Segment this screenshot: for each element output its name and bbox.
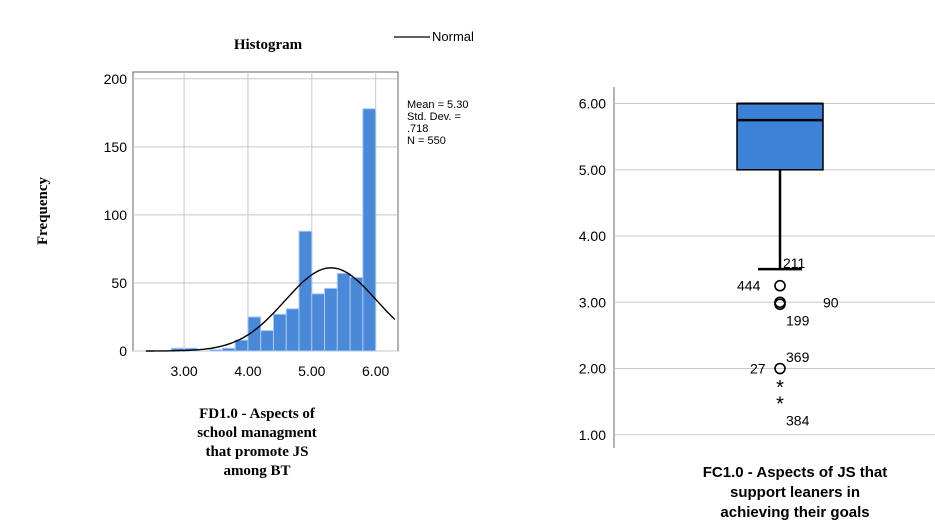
box-y-tick-label: 1.00 bbox=[579, 427, 606, 443]
histogram-bar bbox=[362, 108, 377, 352]
hist-y-tick-label: 100 bbox=[104, 207, 128, 223]
boxplot-x-axis-label: FC1.0 - Aspects of JS that support leane… bbox=[703, 464, 887, 521]
outlier-label-27: 27 bbox=[750, 361, 766, 377]
stats-sd-label: Std. Dev. = bbox=[407, 111, 461, 123]
hist-xlabel-line-3: that promote JS bbox=[205, 444, 308, 460]
histogram-y-axis-label: Frequency bbox=[35, 176, 51, 245]
box-y-tick-label: 2.00 bbox=[579, 361, 606, 377]
outlier-label-384: 384 bbox=[786, 413, 810, 429]
outlier-circle-27 bbox=[774, 362, 786, 375]
boxplot-box bbox=[736, 102, 824, 271]
interquartile-box bbox=[736, 102, 824, 171]
hist-x-tick-label: 5.00 bbox=[298, 363, 325, 379]
outlier-label-369: 369 bbox=[786, 349, 810, 365]
normal-curve bbox=[145, 267, 396, 352]
histogram-bars bbox=[170, 108, 377, 352]
hist-xlabel-line-4: among BT bbox=[223, 463, 290, 479]
outlier-star-369: * bbox=[776, 377, 784, 399]
histogram-stats-box: Mean = 5.30 Std. Dev. = .718 N = 550 bbox=[407, 99, 468, 147]
histogram-y-tick-labels: 0 50 100 150 200 bbox=[104, 71, 128, 359]
histogram-bar bbox=[298, 230, 313, 352]
histogram-bar bbox=[209, 349, 223, 352]
outlier-label-199: 199 bbox=[786, 312, 810, 328]
hist-xlabel-line-2: school managment bbox=[197, 425, 317, 441]
hist-x-tick-label: 6.00 bbox=[362, 363, 389, 379]
stats-mean: Mean = 5.30 bbox=[407, 99, 468, 111]
outlier-label-444: 444 bbox=[737, 278, 761, 294]
histogram-bar bbox=[349, 277, 364, 352]
histogram-bar bbox=[260, 330, 274, 352]
box-y-tick-label: 3.00 bbox=[579, 294, 606, 310]
box-xlabel-line-1: FC1.0 - Aspects of JS that bbox=[703, 464, 887, 481]
stats-sd-value: .718 bbox=[407, 123, 428, 135]
boxplot-chart: 1.002.003.004.005.006.00 2114449019927*3… bbox=[579, 87, 935, 521]
histogram-bar bbox=[285, 308, 300, 352]
histogram-bar bbox=[221, 347, 236, 352]
histogram-bar bbox=[272, 313, 287, 352]
legend-label-normal: Normal bbox=[432, 29, 474, 44]
outlier-star-384: * bbox=[776, 394, 784, 416]
stats-n: N = 550 bbox=[407, 135, 446, 147]
box-xlabel-line-3: achieving their goals bbox=[720, 504, 869, 521]
hist-x-tick-label: 4.00 bbox=[234, 363, 261, 379]
box-xlabel-line-2: support leaners in bbox=[730, 484, 860, 501]
histogram-x-tick-labels: 3.00 4.00 5.00 6.00 bbox=[170, 363, 389, 379]
histogram-title: Histogram bbox=[234, 37, 303, 53]
hist-x-tick-label: 3.00 bbox=[170, 363, 197, 379]
box-y-tick-label: 5.00 bbox=[579, 162, 606, 178]
hist-xlabel-line-1: FD1.0 - Aspects of bbox=[199, 406, 316, 422]
histogram-x-axis-label: FD1.0 - Aspects of school managment that… bbox=[197, 406, 317, 479]
outlier-circle-199 bbox=[774, 298, 786, 311]
hist-y-tick-label: 0 bbox=[119, 343, 127, 359]
hist-y-tick-label: 200 bbox=[104, 71, 128, 87]
boxplot-y-tick-labels: 1.00 2.00 3.00 4.00 5.00 6.00 bbox=[579, 96, 606, 443]
box-y-tick-label: 6.00 bbox=[579, 96, 606, 112]
hist-y-tick-label: 150 bbox=[104, 139, 128, 155]
box-y-tick-label: 4.00 bbox=[579, 228, 606, 244]
histogram-bar bbox=[234, 339, 249, 352]
histogram-bar bbox=[324, 287, 338, 352]
histogram-bar bbox=[336, 272, 351, 352]
outlier-label-90: 90 bbox=[823, 294, 839, 310]
outlier-circle-444 bbox=[774, 279, 786, 292]
outlier-label-211: 211 bbox=[783, 255, 806, 271]
histogram-bar bbox=[311, 293, 326, 352]
hist-y-tick-label: 50 bbox=[111, 275, 127, 291]
